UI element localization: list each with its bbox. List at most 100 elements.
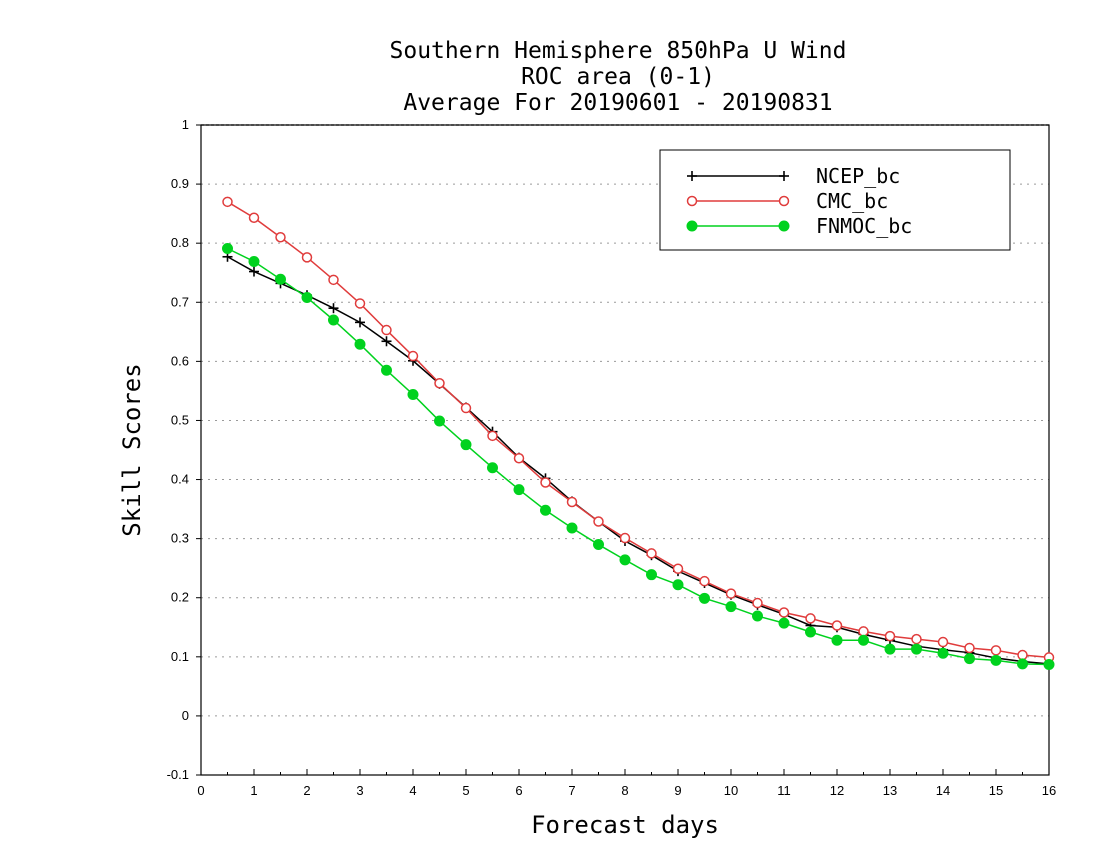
data-point [911,633,922,645]
series-CMC_bc [222,196,1055,663]
x-tick-label: 13 [883,783,897,798]
data-point [964,653,975,665]
y-tick-label: 1 [182,117,189,132]
data-point [222,196,233,208]
legend-label: FNMOC_bc [816,214,912,238]
x-tick-label: 5 [462,783,469,798]
data-point [460,402,472,414]
data-point [434,415,445,427]
data-point [937,647,949,659]
legend-marker [779,171,789,181]
y-tick-label: 0.7 [171,294,189,309]
data-point [752,597,763,609]
x-tick-label: 12 [830,783,844,798]
data-point [381,364,392,376]
data-point [407,350,419,362]
data-point [487,462,498,474]
data-point [858,626,869,637]
x-tick-label: 2 [303,783,310,798]
title-line-1: Southern Hemisphere 850hPa U Wind [390,38,847,64]
data-point [248,212,260,224]
series [222,196,1055,670]
y-tick-label: 0 [182,708,189,723]
data-point [460,439,472,451]
y-tick-label: 0.4 [171,472,189,487]
data-point [778,617,790,629]
data-point [354,298,366,309]
data-point [355,317,365,328]
legend-marker [778,220,790,232]
data-point [513,453,525,464]
data-point [513,484,525,496]
data-point [858,634,869,646]
data-point [275,273,286,285]
data-point [646,569,657,581]
data-point [964,642,975,654]
y-tick-label: 0.9 [171,176,189,191]
data-point [672,579,684,591]
x-tick-label: 0 [197,783,204,798]
data-point [699,592,710,604]
series-line [227,256,1050,665]
data-point [1043,659,1055,670]
x-tick-label: 9 [674,783,681,798]
data-point [672,563,684,575]
x-tick-label: 1 [250,783,257,798]
data-point [725,588,737,599]
data-point [407,388,419,400]
data-point [1017,658,1028,670]
series-line [227,201,1050,659]
x-tick-label: 16 [1042,783,1056,798]
data-point [354,338,366,350]
legend-box [659,149,1011,251]
y-tick-label: 0.3 [171,531,189,546]
chart-title: Southern Hemisphere 850hPa U Wind ROC ar… [390,38,847,116]
y-axis-label: Skill Scores [118,363,146,536]
data-point [249,266,259,277]
data-point [381,336,392,347]
y-tick-label: -0.1 [167,767,189,782]
legend-label: NCEP_bc [816,164,900,188]
data-point [646,548,657,559]
legend-label: CMC_bc [816,189,888,213]
data-point [222,243,233,254]
data-point [566,496,578,508]
x-tick-label: 14 [936,783,950,798]
data-point [301,252,313,263]
data-point [248,256,260,267]
legend-entry: FNMOC_bc [686,214,912,238]
data-point [831,634,843,646]
data-point [990,645,1002,656]
data-point [699,575,710,587]
title-line-2: ROC area (0-1) [521,64,715,90]
y-tick-label: 0.1 [171,649,189,664]
data-point [752,610,763,622]
data-point [540,504,551,516]
x-tick-label: 8 [621,783,628,798]
data-point [778,607,790,618]
series-line [227,247,1050,666]
data-point [275,232,286,243]
series-FNMOC_bc [222,243,1055,670]
legend-entry: CMC_bc [686,189,888,213]
x-tick-label: 15 [989,783,1003,798]
data-point [1017,649,1028,661]
x-axis-label: Forecast days [531,811,719,839]
y-tick-label: 0.8 [171,235,189,250]
data-point [487,430,498,442]
data-point [911,643,922,655]
axis-ticks: -0.100.10.20.30.40.50.60.70.80.910 1 2 3 4 5 6… [167,117,1057,798]
data-point [831,620,843,631]
x-tick-label: 10 [724,783,738,798]
series-NCEP_bc [222,251,1054,669]
x-tick-label: 3 [356,783,363,798]
data-point [805,613,816,624]
y-tick-label: 0.6 [171,353,189,368]
data-point [884,630,896,642]
data-point [990,654,1002,666]
data-point [884,643,896,655]
data-point [328,274,339,286]
data-point [328,303,339,314]
data-point [619,554,631,566]
